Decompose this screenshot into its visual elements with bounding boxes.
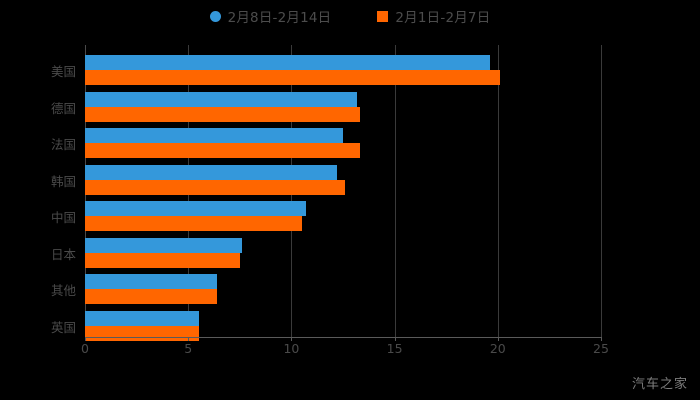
tick-mark-0 bbox=[85, 337, 86, 341]
y-category-label: 英国 bbox=[50, 319, 76, 335]
y-category-label: 法国 bbox=[50, 137, 76, 152]
bar-series1 bbox=[85, 164, 337, 180]
gridline-x-20 bbox=[497, 45, 499, 337]
plot-area bbox=[85, 45, 602, 341]
x-tick-label: 5 bbox=[184, 341, 193, 356]
gridline-x-15 bbox=[394, 45, 396, 337]
x-axis-tick-labels: 0 5 10 15 20 25 bbox=[0, 341, 700, 361]
legend-item-series-2[interactable]: 2月1日-2月7日 bbox=[377, 6, 490, 26]
x-tick-label: 15 bbox=[386, 341, 403, 356]
legend-item-series-1[interactable]: 2月8日-2月14日 bbox=[209, 6, 332, 26]
x-tick-label: 25 bbox=[593, 341, 609, 356]
x-tick-label: 0 bbox=[81, 341, 89, 356]
x-tick-label: 20 bbox=[489, 341, 506, 356]
y-category-label: 美国 bbox=[50, 64, 76, 79]
x-tick-label: 10 bbox=[283, 341, 300, 356]
tick-mark-25 bbox=[601, 337, 602, 341]
bar-series1 bbox=[85, 201, 306, 216]
legend-marker-square-icon bbox=[377, 10, 389, 22]
bar-series2 bbox=[85, 289, 218, 304]
x-axis-line bbox=[85, 337, 602, 338]
bar-series2 bbox=[85, 106, 360, 122]
bar-series1 bbox=[85, 91, 358, 107]
gridline-x-25 bbox=[601, 45, 602, 337]
legend-label-series-2: 2月1日-2月7日 bbox=[395, 10, 491, 26]
y-axis-category-labels: 美国德国法国韩国中国日本其他英国 bbox=[0, 45, 700, 337]
bar-series2 bbox=[85, 252, 240, 268]
legend-marker-circle-icon bbox=[209, 10, 221, 22]
bar-series1 bbox=[85, 237, 242, 253]
bar-series1 bbox=[85, 274, 218, 289]
bar-series2 bbox=[85, 179, 346, 195]
bar-series1 bbox=[85, 310, 199, 326]
tick-mark-5 bbox=[188, 337, 190, 341]
y-category-label: 日本 bbox=[50, 246, 76, 262]
bar-series1 bbox=[85, 55, 490, 70]
y-category-label: 韩国 bbox=[50, 173, 76, 189]
bar-series2 bbox=[85, 216, 302, 231]
bar-series2 bbox=[85, 143, 360, 158]
watermark-label: 汽车之家 bbox=[631, 377, 688, 392]
bar-series2 bbox=[85, 325, 199, 341]
chart-legend: 2月8日-2月14日 2月1日-2月7日 bbox=[0, 6, 700, 26]
y-category-label: 德国 bbox=[50, 100, 76, 116]
tick-mark-10 bbox=[291, 337, 293, 341]
bar-series1 bbox=[85, 128, 343, 143]
bar-series2 bbox=[85, 70, 500, 85]
y-category-label: 中国 bbox=[50, 210, 76, 225]
y-category-label: 其他 bbox=[50, 283, 76, 298]
tick-mark-20 bbox=[497, 337, 499, 341]
legend-label-series-1: 2月8日-2月14日 bbox=[227, 10, 332, 26]
tick-mark-15 bbox=[394, 337, 396, 341]
